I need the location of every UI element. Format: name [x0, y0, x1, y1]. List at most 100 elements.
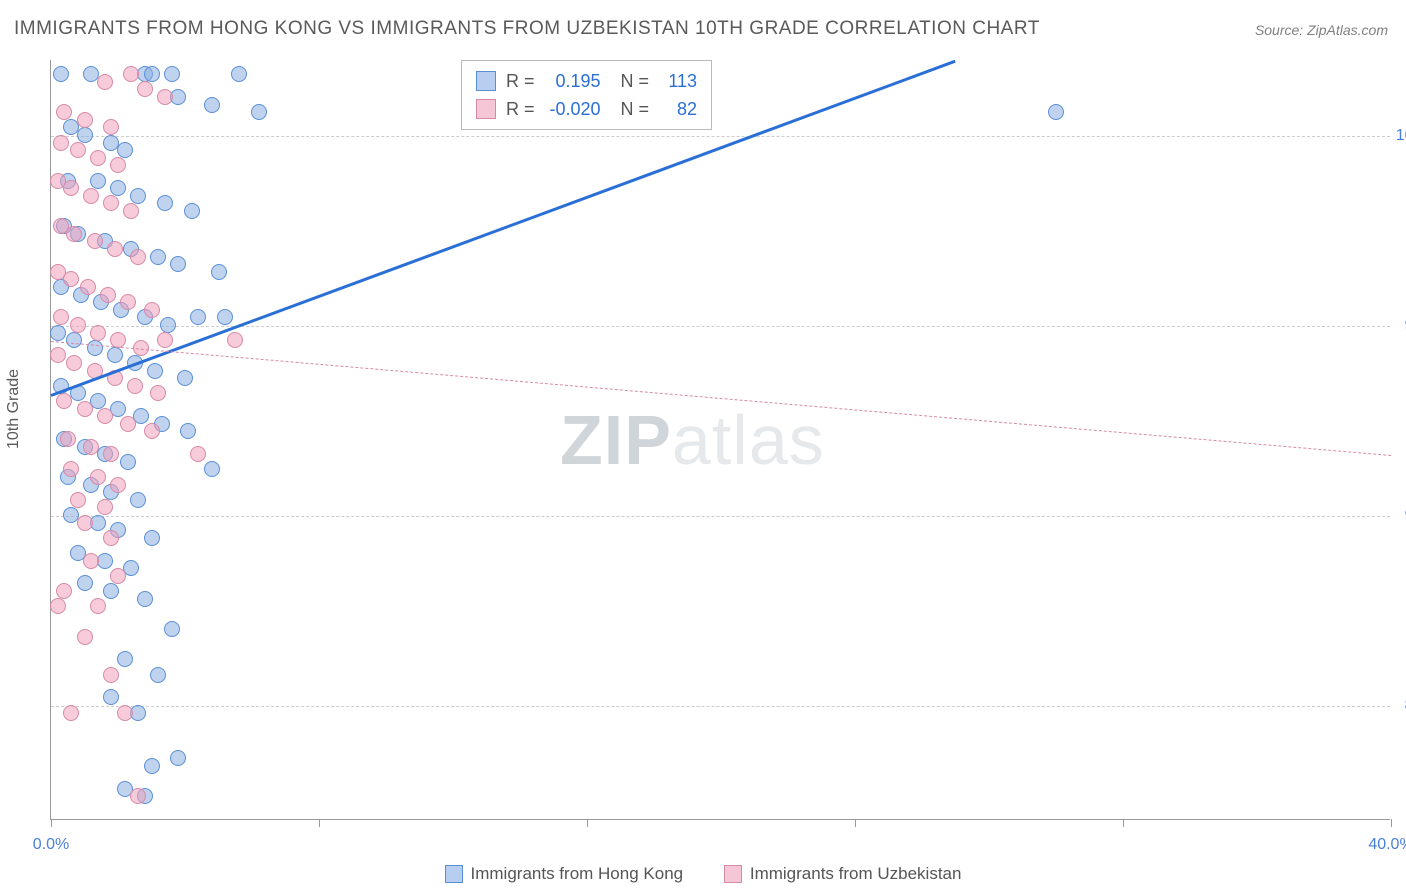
scatter-point: [231, 66, 247, 82]
scatter-point: [211, 264, 227, 280]
scatter-point: [164, 621, 180, 637]
x-tick: [855, 819, 856, 827]
scatter-point: [137, 81, 153, 97]
scatter-point: [120, 416, 136, 432]
x-tick-label: 40.0%: [1368, 836, 1406, 854]
stats-n-label: N =: [621, 95, 650, 123]
scatter-point: [180, 423, 196, 439]
y-axis-label: 10th Grade: [5, 369, 23, 449]
chart-plot-area: 85.0%90.0%95.0%100.0%0.0%40.0%R =0.195N …: [50, 60, 1390, 820]
stats-row: R = -0.020 N = 82: [476, 95, 697, 123]
scatter-point: [77, 112, 93, 128]
scatter-point: [177, 370, 193, 386]
stats-row: R = 0.195 N = 113: [476, 67, 697, 95]
trend-line: [51, 341, 1391, 456]
scatter-point: [103, 667, 119, 683]
legend-swatch-hongkong: [445, 865, 463, 883]
scatter-point: [160, 317, 176, 333]
scatter-point: [227, 332, 243, 348]
scatter-point: [184, 203, 200, 219]
scatter-point: [63, 271, 79, 287]
stats-r-label: R =: [506, 67, 535, 95]
scatter-point: [190, 446, 206, 462]
legend-swatch-uzbekistan: [724, 865, 742, 883]
scatter-point: [150, 385, 166, 401]
scatter-point: [87, 233, 103, 249]
scatter-point: [103, 195, 119, 211]
scatter-point: [170, 750, 186, 766]
stats-n-label: N =: [621, 67, 650, 95]
scatter-point: [107, 347, 123, 363]
scatter-point: [70, 142, 86, 158]
scatter-point: [110, 477, 126, 493]
y-tick-label: 90.0%: [1395, 507, 1406, 525]
scatter-point: [110, 180, 126, 196]
scatter-point: [157, 89, 173, 105]
scatter-point: [204, 461, 220, 477]
chart-title: IMMIGRANTS FROM HONG KONG VS IMMIGRANTS …: [14, 18, 1040, 40]
stats-n-value: 82: [659, 95, 697, 123]
scatter-point: [70, 492, 86, 508]
scatter-point: [120, 294, 136, 310]
scatter-point: [97, 499, 113, 515]
scatter-point: [77, 515, 93, 531]
legend-item-hongkong: Immigrants from Hong Kong: [445, 864, 684, 884]
scatter-point: [66, 355, 82, 371]
scatter-point: [110, 568, 126, 584]
scatter-point: [144, 758, 160, 774]
y-tick-label: 95.0%: [1395, 317, 1406, 335]
legend-label-hongkong: Immigrants from Hong Kong: [471, 864, 684, 884]
scatter-point: [63, 461, 79, 477]
scatter-point: [103, 583, 119, 599]
scatter-point: [130, 249, 146, 265]
scatter-point: [56, 393, 72, 409]
y-tick-label: 85.0%: [1395, 697, 1406, 715]
scatter-point: [53, 309, 69, 325]
scatter-point: [83, 439, 99, 455]
scatter-point: [103, 530, 119, 546]
x-tick: [319, 819, 320, 827]
scatter-point: [117, 142, 133, 158]
scatter-point: [157, 332, 173, 348]
stats-r-value: -0.020: [545, 95, 601, 123]
x-tick: [51, 819, 52, 827]
scatter-point: [130, 492, 146, 508]
scatter-point: [50, 325, 66, 341]
stats-swatch: [476, 71, 496, 91]
y-tick-label: 100.0%: [1395, 127, 1406, 145]
gridline: [51, 516, 1390, 517]
stats-n-value: 113: [659, 67, 697, 95]
scatter-point: [251, 104, 267, 120]
scatter-point: [66, 226, 82, 242]
scatter-point: [50, 598, 66, 614]
bottom-legend: Immigrants from Hong Kong Immigrants fro…: [0, 864, 1406, 888]
stats-r-label: R =: [506, 95, 535, 123]
stats-swatch: [476, 99, 496, 119]
gridline: [51, 326, 1390, 327]
scatter-point: [53, 135, 69, 151]
scatter-point: [150, 249, 166, 265]
scatter-point: [144, 423, 160, 439]
scatter-point: [56, 104, 72, 120]
stats-r-value: 0.195: [545, 67, 601, 95]
scatter-point: [87, 340, 103, 356]
scatter-point: [1048, 104, 1064, 120]
scatter-point: [90, 150, 106, 166]
scatter-point: [77, 127, 93, 143]
scatter-point: [157, 195, 173, 211]
scatter-point: [204, 97, 220, 113]
scatter-point: [144, 66, 160, 82]
scatter-point: [170, 256, 186, 272]
scatter-point: [130, 188, 146, 204]
x-tick-label: 0.0%: [33, 836, 69, 854]
source-label: Source: ZipAtlas.com: [1255, 22, 1388, 38]
scatter-point: [120, 454, 136, 470]
scatter-point: [123, 66, 139, 82]
scatter-point: [83, 553, 99, 569]
scatter-point: [103, 119, 119, 135]
gridline: [51, 136, 1390, 137]
scatter-point: [56, 583, 72, 599]
scatter-point: [53, 66, 69, 82]
scatter-point: [117, 705, 133, 721]
x-tick: [1391, 819, 1392, 827]
